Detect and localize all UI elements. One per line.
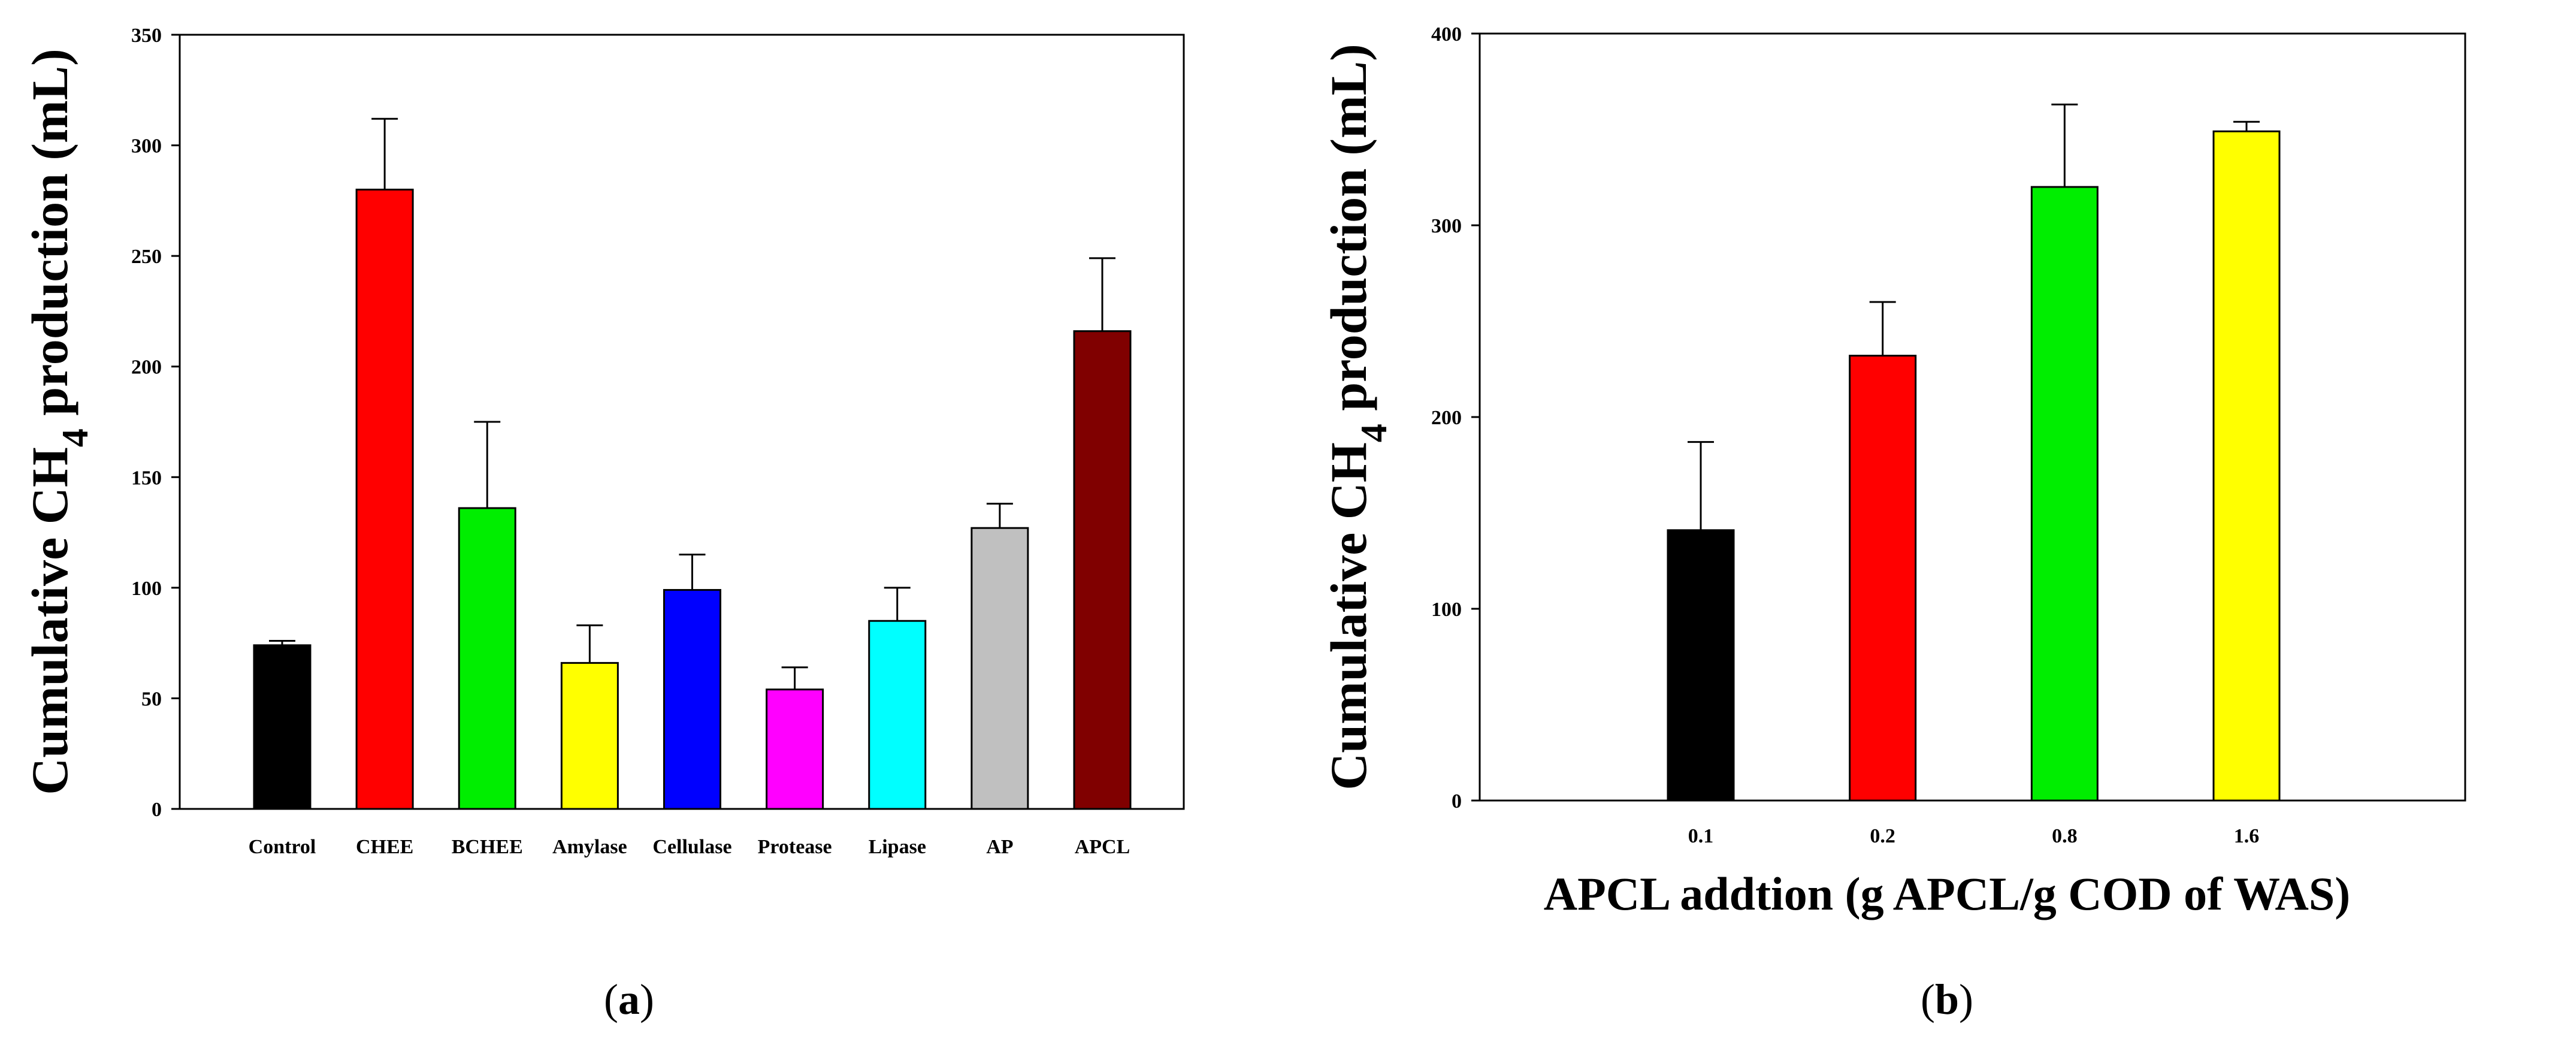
y-label-suffix-b: production (mL) xyxy=(1320,44,1377,424)
y-tick-label-b-100: 100 xyxy=(1431,599,1462,621)
x-tick-label-b-0.1: 0.1 xyxy=(1688,825,1714,847)
bar-a-APCL xyxy=(1073,330,1132,810)
y-tick-label-a-150: 150 xyxy=(131,467,162,489)
x-tick-label-a-BCHEE: BCHEE xyxy=(452,836,523,858)
bar-b-0.8 xyxy=(2030,186,2099,802)
y-label-suffix-a: production (mL) xyxy=(21,49,78,428)
y-label-subscript-b: 4 xyxy=(1354,424,1395,442)
error-bars-b xyxy=(1688,103,2260,530)
x-tick-label-a-Cellulase: Cellulase xyxy=(652,836,731,858)
panel-letter-a: a xyxy=(618,975,640,1023)
panel-label-a: (a) xyxy=(604,975,654,1023)
bars-b xyxy=(1667,130,2281,802)
y-tick-label-a-50: 50 xyxy=(141,688,162,710)
bar-b-1.6 xyxy=(2212,130,2281,802)
x-tick-label-a-CHEE: CHEE xyxy=(356,836,413,858)
y-tick-label-a-200: 200 xyxy=(131,357,162,379)
y-tick-label-a-300: 300 xyxy=(131,135,162,158)
bar-b-0.2 xyxy=(1849,355,1917,802)
bar-a-Lipase xyxy=(868,620,927,810)
bar-a-Control xyxy=(253,644,312,810)
bar-a-AP xyxy=(970,527,1029,810)
x-tick-label-a-APCL: APCL xyxy=(1075,836,1130,858)
y-tick-label-a-350: 350 xyxy=(131,25,162,47)
x-axis-label-b: APCL addtion (g APCL/g COD of WAS) xyxy=(1544,868,2350,920)
x-tick-label-b-0.8: 0.8 xyxy=(2052,825,2078,847)
bars-a xyxy=(253,188,1132,810)
chart-a: 0 50 100 150 200 250 300 350 Control CHEE BCHEE Am… xyxy=(21,25,1185,1023)
y-axis-b: 0 100 200 300 400 xyxy=(1431,23,1480,813)
x-tick-label-a-Lipase: Lipase xyxy=(869,836,926,858)
y-tick-label-b-300: 300 xyxy=(1431,215,1462,237)
chart-b: 0 100 200 300 400 0.1 0.2 0.8 1.6 Cumulative CH… xyxy=(1320,23,2466,1023)
bar-a-BCHEE xyxy=(458,507,516,810)
y-axis-label-b: Cumulative CH4 production (mL) xyxy=(1320,44,1395,790)
y-tick-label-a-100: 100 xyxy=(131,578,162,600)
y-axis-a: 0 50 100 150 200 250 300 350 xyxy=(131,25,180,821)
panel-label-b: (b) xyxy=(1921,975,1973,1023)
x-tick-label-a-AP: AP xyxy=(986,836,1013,858)
x-tick-label-a-Protease: Protease xyxy=(758,836,832,858)
y-tick-label-a-0: 0 xyxy=(152,799,162,821)
x-tick-label-b-1.6: 1.6 xyxy=(2234,825,2260,847)
error-bars-a xyxy=(269,117,1115,690)
y-tick-label-b-400: 400 xyxy=(1431,23,1462,46)
y-axis-label-a: Cumulative CH4 production (mL) xyxy=(21,49,96,795)
y-label-prefix-a: Cumulative CH xyxy=(21,447,78,795)
bar-a-CHEE xyxy=(355,188,414,810)
y-label-subscript-a: 4 xyxy=(55,428,96,447)
panel-letter-b: b xyxy=(1935,975,1959,1023)
y-tick-label-a-250: 250 xyxy=(131,246,162,268)
bar-a-Amylase xyxy=(560,662,619,810)
x-tick-label-b-0.2: 0.2 xyxy=(1870,825,1895,847)
bar-a-Protease xyxy=(766,688,824,810)
plot-frame-b xyxy=(1479,32,2466,802)
bar-a-Cellulase xyxy=(663,589,721,810)
x-tick-label-a-Amylase: Amylase xyxy=(552,836,627,858)
x-tick-labels-b: 0.1 0.2 0.8 1.6 xyxy=(1688,825,2260,847)
x-tick-labels-a: Control CHEE BCHEE Amylase Cellulase Protease… xyxy=(249,836,1130,858)
bar-b-0.1 xyxy=(1667,529,1735,802)
y-tick-label-b-0: 0 xyxy=(1452,790,1462,813)
y-label-prefix-b: Cumulative CH xyxy=(1320,442,1377,790)
y-tick-label-b-200: 200 xyxy=(1431,407,1462,429)
x-tick-label-a-Control: Control xyxy=(249,836,316,858)
